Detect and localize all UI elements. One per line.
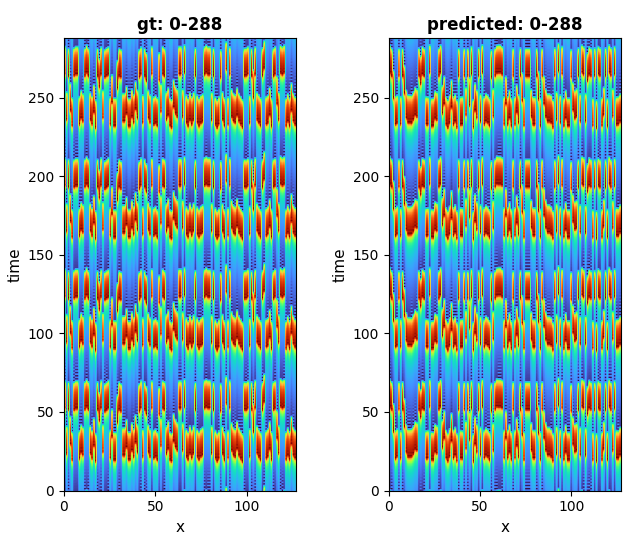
Y-axis label: time: time — [332, 247, 347, 282]
X-axis label: x: x — [175, 520, 184, 535]
X-axis label: x: x — [500, 520, 509, 535]
Title: gt: 0-288: gt: 0-288 — [138, 16, 223, 34]
Y-axis label: time: time — [7, 247, 22, 282]
Title: predicted: 0-288: predicted: 0-288 — [427, 16, 582, 34]
